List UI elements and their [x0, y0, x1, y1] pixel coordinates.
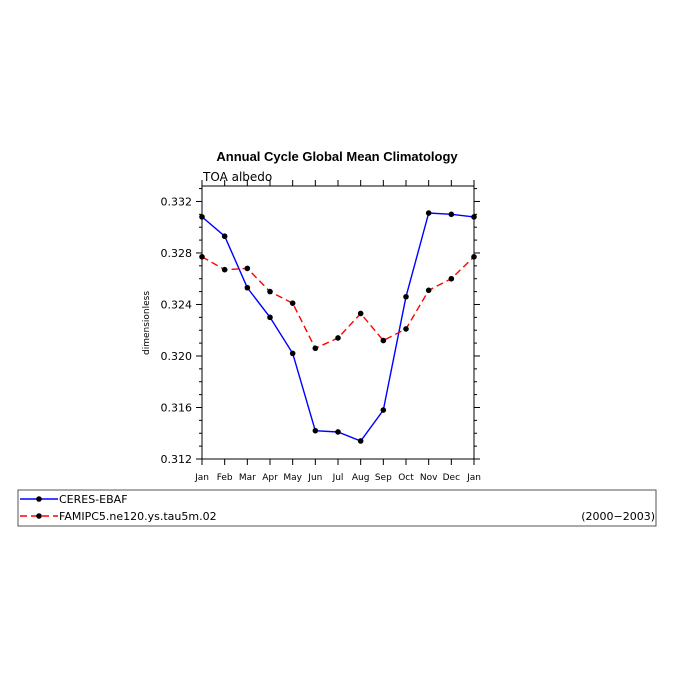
series-1-point: [267, 314, 273, 321]
x-tick-label: Sep: [375, 473, 392, 483]
series-2-point: [221, 266, 228, 273]
series-2-point: [448, 275, 455, 282]
x-tick-label: Oct: [398, 473, 414, 483]
y-tick-label: 0.312: [161, 453, 193, 466]
legend-label-1: CERES-EBAF: [59, 493, 128, 506]
series-1-point: [471, 214, 477, 220]
legend: CERES-EBAF FAMIPC5.ne120.ys.tau5m.02: [20, 493, 217, 523]
series-2-point: [357, 310, 364, 317]
series-2-point: [403, 326, 409, 332]
y-axis-label: dimensionless: [142, 291, 152, 355]
series-1-point: [289, 350, 296, 357]
legend-note: (2000−2003): [581, 510, 655, 523]
x-tick-label: Jul: [332, 473, 344, 483]
legend-box: [17, 489, 657, 527]
series-1-point: [335, 429, 341, 435]
x-tick-label: Dec: [443, 473, 460, 483]
series-1-point: [244, 284, 251, 291]
series-1-point: [403, 293, 409, 300]
series-1-point: [448, 211, 455, 218]
x-tick-label: Mar: [239, 473, 256, 483]
x-tick-label: Jun: [307, 473, 322, 483]
series-1-point: [312, 427, 319, 434]
series-2-point: [335, 335, 341, 341]
plot-frame: [201, 185, 475, 460]
y-tick-label: 0.328: [161, 247, 193, 260]
y-tick-label: 0.320: [161, 350, 193, 363]
series-1-point: [221, 233, 228, 240]
series-2-point: [312, 345, 319, 352]
series-1-point: [425, 210, 432, 216]
series-2-point: [380, 337, 387, 344]
y-axis: 0.312 0.316 0.320 0.324 0.328 0.332: [161, 188, 480, 466]
x-axis: Jan Feb Mar Apr May Jun Jul Aug Sep Oct Nov Dec Jan: [194, 180, 481, 483]
series-2-point: [425, 287, 432, 294]
legend-marker-1: [36, 496, 42, 502]
x-tick-label: Feb: [217, 473, 233, 483]
x-tick-label: Nov: [420, 473, 438, 483]
legend-label-2: FAMIPC5.ne120.ys.tau5m.02: [59, 510, 217, 523]
x-tick-label: May: [283, 473, 302, 483]
series-2-point: [244, 265, 251, 272]
x-tick-label: Jan: [194, 473, 209, 483]
series-1-point: [357, 438, 364, 444]
series-layer: [199, 210, 477, 444]
series-2-point: [471, 254, 477, 260]
y-tick-label: 0.324: [161, 298, 193, 311]
series-line-2: [201, 256, 475, 350]
chart-title: Annual Cycle Global Mean Climatology: [216, 149, 458, 164]
series-2-point: [199, 254, 205, 260]
chart-subtitle: TOA albedo: [202, 170, 272, 184]
series-line-1: [201, 212, 475, 442]
series-1-point: [199, 214, 205, 220]
series-2-point: [289, 300, 296, 306]
x-tick-label: Apr: [262, 473, 278, 483]
x-tick-label: Aug: [352, 473, 370, 483]
legend-marker-2: [36, 513, 42, 519]
series-1-point: [380, 407, 387, 413]
y-tick-label: 0.316: [161, 401, 193, 414]
y-tick-label: 0.332: [161, 195, 193, 208]
series-2-point: [267, 288, 273, 295]
x-tick-label: Jan: [466, 473, 481, 483]
